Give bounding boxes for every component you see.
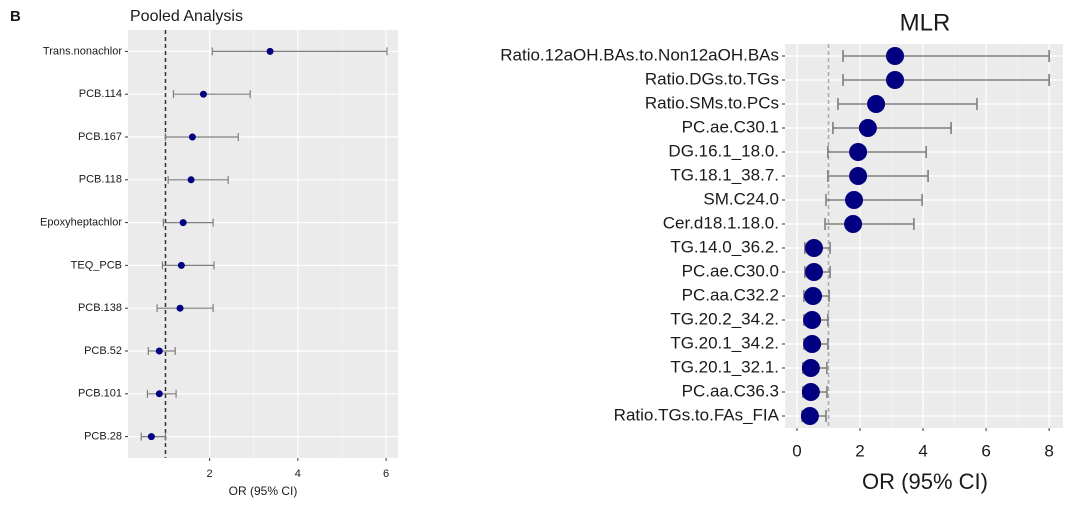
y-tick-label: Ratio.DGs.to.TGs bbox=[645, 69, 779, 88]
y-tick-label: TG.20.2_34.2. bbox=[670, 309, 779, 328]
point bbox=[801, 383, 820, 401]
y-tick-label: TG.20.1_34.2. bbox=[670, 333, 779, 352]
point bbox=[803, 311, 822, 329]
x-tick-label: 4 bbox=[295, 468, 301, 480]
y-tick-label: PC.ae.C30.0 bbox=[682, 261, 779, 280]
point bbox=[155, 347, 163, 355]
y-tick-label: Trans.nonachlor bbox=[43, 45, 122, 57]
plot-background bbox=[128, 30, 398, 458]
point bbox=[199, 90, 207, 98]
point bbox=[188, 133, 196, 141]
y-tick-label: TG.20.1_32.1. bbox=[670, 357, 779, 376]
point bbox=[867, 95, 886, 113]
x-tick-label: 4 bbox=[918, 441, 927, 460]
panel-label: B bbox=[10, 8, 21, 25]
point bbox=[886, 71, 905, 89]
y-tick-label: Ratio.12aOH.BAs.to.Non12aOH.BAs bbox=[500, 45, 779, 64]
point bbox=[155, 390, 163, 398]
point bbox=[804, 239, 823, 257]
point bbox=[804, 287, 823, 305]
y-tick-label: TEQ_PCB bbox=[71, 259, 122, 271]
y-tick-label: Epoxyheptachlor bbox=[40, 217, 122, 229]
point bbox=[858, 119, 877, 137]
x-axis-label: OR (95% CI) bbox=[229, 484, 298, 498]
point bbox=[187, 176, 195, 184]
y-tick-label: PCB.138 bbox=[78, 302, 122, 314]
y-tick-label: TG.18.1_38.7. bbox=[670, 165, 779, 184]
y-tick-label: DG.16.1_18.0. bbox=[668, 141, 779, 160]
y-tick-label: PCB.114 bbox=[79, 88, 122, 100]
y-tick-label: Ratio.TGs.to.FAs_FIA bbox=[614, 405, 780, 424]
x-tick-label: 6 bbox=[383, 468, 389, 480]
y-tick-label: PCB.118 bbox=[79, 174, 122, 186]
y-tick-label: PC.aa.C36.3 bbox=[682, 381, 779, 400]
y-tick-label: PCB.28 bbox=[84, 431, 122, 443]
point bbox=[147, 433, 155, 441]
x-tick-label: 8 bbox=[1044, 441, 1053, 460]
chart-title: MLR bbox=[900, 9, 951, 36]
y-tick-label: PC.aa.C32.2 bbox=[682, 285, 779, 304]
y-tick-label: PCB.101 bbox=[78, 388, 122, 400]
chart-title: Pooled Analysis bbox=[130, 8, 243, 25]
x-tick-label: 0 bbox=[792, 441, 801, 460]
point bbox=[886, 47, 905, 65]
point bbox=[177, 261, 185, 269]
plot-background bbox=[785, 44, 1063, 428]
point bbox=[804, 263, 823, 281]
point bbox=[801, 359, 820, 377]
x-axis-label: OR (95% CI) bbox=[862, 469, 988, 494]
point bbox=[266, 47, 274, 55]
point bbox=[800, 407, 819, 425]
point bbox=[803, 335, 822, 353]
y-tick-label: Ratio.SMs.to.PCs bbox=[645, 93, 779, 112]
point bbox=[849, 143, 868, 161]
point bbox=[849, 167, 868, 185]
x-tick-label: 2 bbox=[207, 468, 213, 480]
y-tick-label: TG.14.0_36.2. bbox=[670, 237, 779, 256]
y-tick-label: Cer.d18.1.18.0. bbox=[663, 213, 779, 232]
point bbox=[179, 219, 187, 227]
y-tick-label: PC.ae.C30.1 bbox=[682, 117, 779, 136]
x-tick-label: 6 bbox=[981, 441, 990, 460]
point bbox=[845, 191, 864, 209]
y-tick-label: PCB.167 bbox=[78, 131, 122, 143]
point bbox=[844, 215, 863, 233]
y-tick-label: SM.C24.0 bbox=[703, 189, 779, 208]
point bbox=[176, 304, 184, 312]
y-tick-label: PCB.52 bbox=[84, 345, 122, 357]
x-tick-label: 2 bbox=[855, 441, 864, 460]
